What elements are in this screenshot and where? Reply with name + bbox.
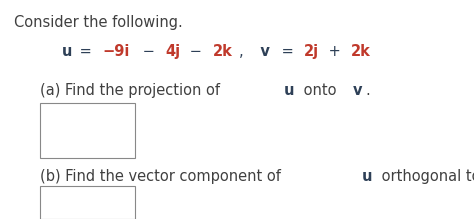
Text: 2k: 2k xyxy=(351,44,371,59)
Text: Consider the following.: Consider the following. xyxy=(14,15,183,30)
Text: orthogonal to: orthogonal to xyxy=(377,169,474,184)
Text: −: − xyxy=(138,44,159,59)
Text: =: = xyxy=(75,44,96,59)
Text: 2j: 2j xyxy=(304,44,319,59)
Text: u: u xyxy=(357,169,373,184)
Text: +: + xyxy=(324,44,345,59)
Text: u: u xyxy=(62,44,72,59)
Bar xyxy=(40,103,135,158)
Text: (a) Find the projection of: (a) Find the projection of xyxy=(40,83,225,98)
Text: ,: , xyxy=(238,44,243,59)
Text: v: v xyxy=(353,83,362,98)
Text: 2k: 2k xyxy=(213,44,233,59)
Text: 4j: 4j xyxy=(165,44,181,59)
Text: −: − xyxy=(185,44,207,59)
Text: onto: onto xyxy=(299,83,341,98)
Text: =: = xyxy=(277,44,298,59)
Text: u: u xyxy=(279,83,294,98)
Text: (b) Find the vector component of: (b) Find the vector component of xyxy=(40,169,286,184)
Text: .: . xyxy=(365,83,370,98)
Text: −9i: −9i xyxy=(102,44,130,59)
Bar xyxy=(40,186,135,219)
Text: v: v xyxy=(245,44,269,59)
